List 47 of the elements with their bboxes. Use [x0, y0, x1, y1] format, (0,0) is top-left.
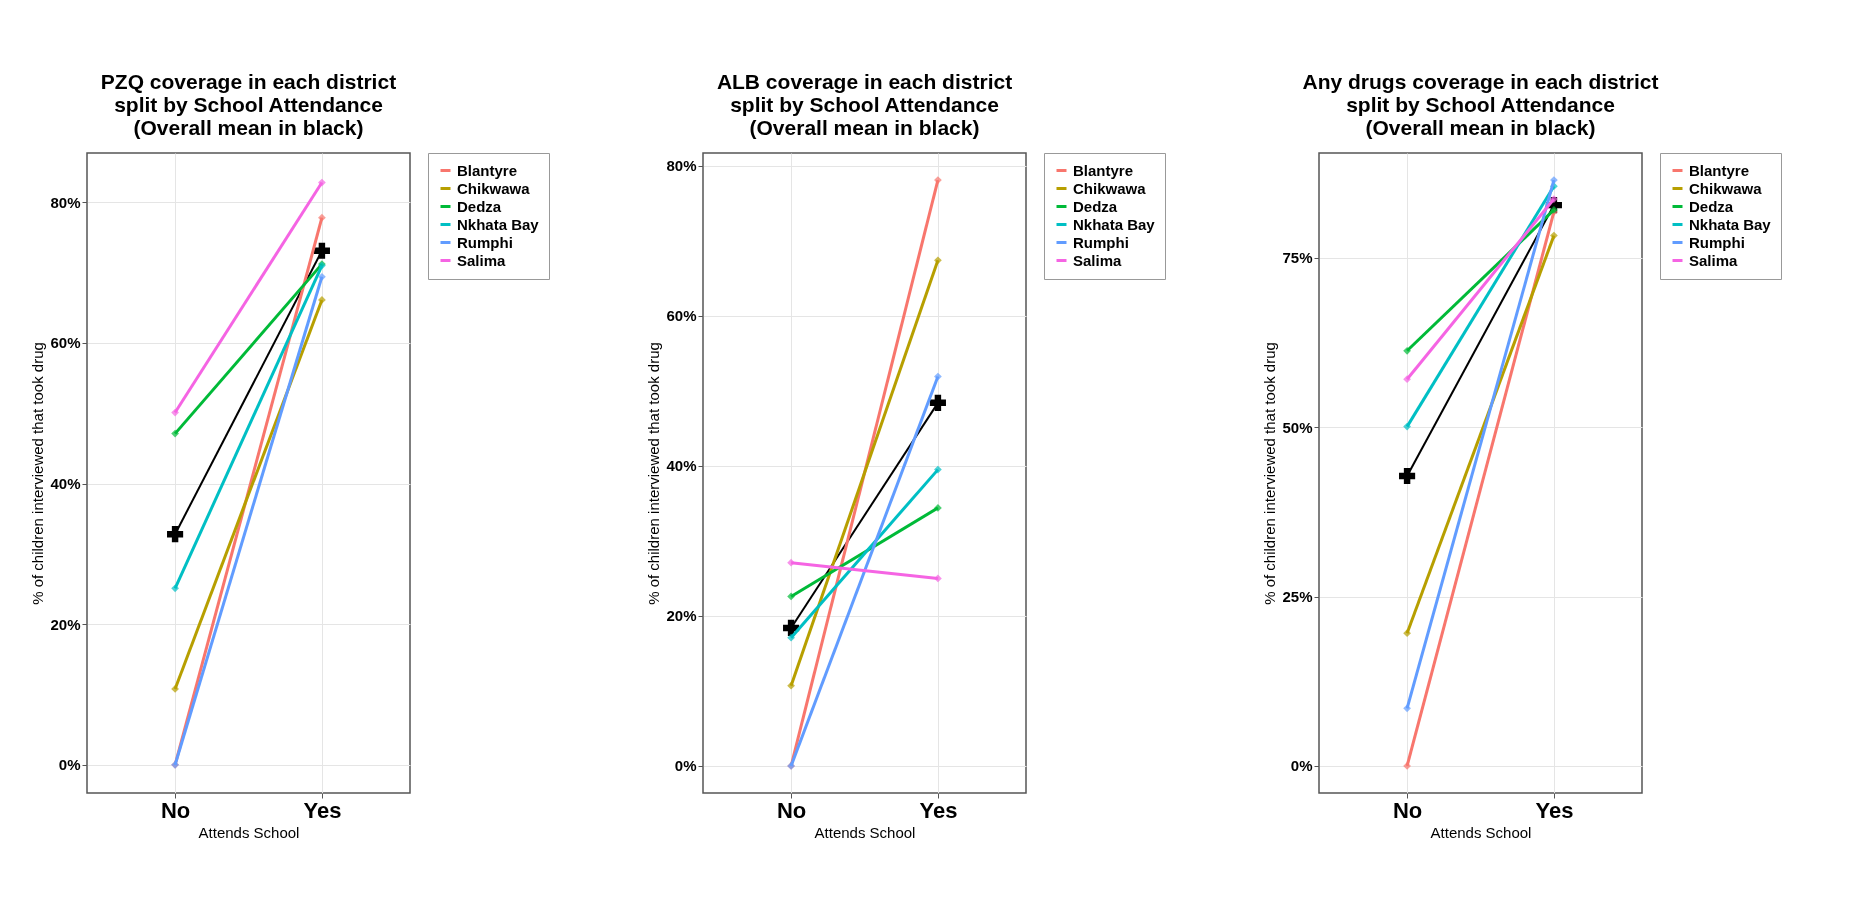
legend-label: Dedza [1073, 197, 1118, 215]
y-tick-label: 80% [666, 157, 697, 175]
y-tick-label: 60% [666, 307, 697, 325]
y-tick-label: 25% [1282, 588, 1313, 606]
legend-label: Chikwawa [457, 179, 531, 197]
y-tick-label: 0% [1290, 757, 1313, 775]
y-axis-title: % of children interviewed that took drug [1261, 342, 1279, 605]
legend-label: Rumphi [1689, 233, 1745, 251]
x-axis-title: Attends School [814, 823, 916, 841]
x-tick-label: Yes [303, 797, 342, 823]
y-axis-title: % of children interviewed that took drug [645, 342, 663, 605]
x-tick-label: No [776, 797, 807, 823]
legend-label: Blantyre [1689, 161, 1750, 179]
legend-label: Salima [1073, 251, 1123, 269]
legend-label: Nkhata Bay [457, 215, 540, 233]
y-tick-label: 75% [1282, 249, 1313, 267]
x-tick-label: Yes [919, 797, 958, 823]
legend-label: Rumphi [457, 233, 513, 251]
legend-label: Blantyre [1073, 161, 1134, 179]
y-axis-title: % of children interviewed that took drug [29, 342, 47, 605]
y-tick-label: 0% [674, 757, 697, 775]
x-tick-label: No [160, 797, 191, 823]
y-tick-label: 60% [50, 334, 81, 352]
legend-label: Nkhata Bay [1073, 215, 1156, 233]
chart-title: Any drugs coverage in each district split by School Attendance (Overall mean in black) [1302, 69, 1659, 139]
chart-title: ALB coverage in each district split by School Attendance (Overall mean in black) [716, 69, 1013, 139]
chart-title: PZQ coverage in each district split by School Attendance (Overall mean in black) [100, 69, 397, 139]
y-tick-label: 20% [666, 607, 697, 625]
x-tick-label: Yes [1535, 797, 1574, 823]
legend-label: Chikwawa [1073, 179, 1147, 197]
y-tick-label: 0% [58, 756, 81, 774]
x-axis-title: Attends School [1430, 823, 1532, 841]
y-tick-label: 40% [666, 457, 697, 475]
legend-label: Rumphi [1073, 233, 1129, 251]
legend-label: Dedza [1689, 197, 1734, 215]
legend-label: Chikwawa [1689, 179, 1763, 197]
legend-label: Dedza [457, 197, 502, 215]
x-tick-label: No [1392, 797, 1423, 823]
legend-label: Blantyre [457, 161, 518, 179]
legend-label: Salima [457, 251, 507, 269]
y-tick-label: 80% [50, 193, 81, 211]
y-tick-label: 40% [50, 475, 81, 493]
x-axis-title: Attends School [198, 823, 300, 841]
y-tick-label: 50% [1282, 418, 1313, 436]
legend-label: Salima [1689, 251, 1739, 269]
y-tick-label: 20% [50, 615, 81, 633]
legend-label: Nkhata Bay [1689, 215, 1772, 233]
